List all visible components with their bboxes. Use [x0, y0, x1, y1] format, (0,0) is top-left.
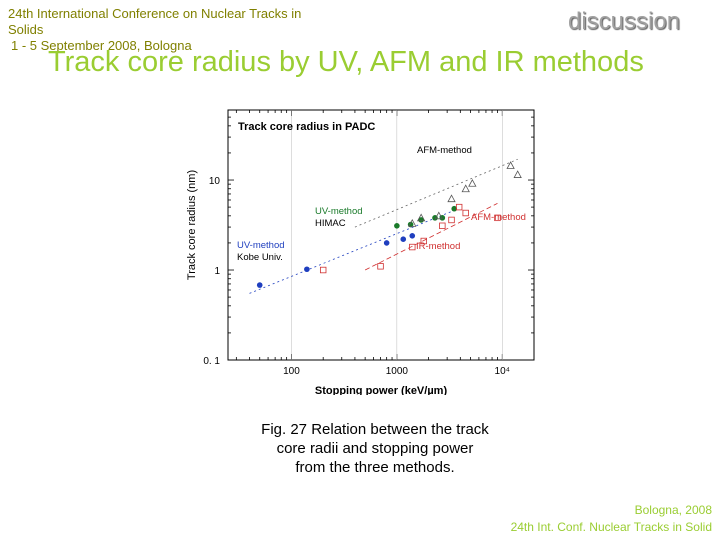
y-tick-label: 10	[209, 176, 221, 187]
track-core-radius-chart: 100 1000 10⁴ 0. 1 1 10 Stopping power (keV/µm)…	[186, 109, 535, 395]
data-point	[319, 266, 327, 274]
data-point	[256, 282, 263, 288]
y-axis-label: Track core radius (nm)	[186, 170, 198, 280]
footer-line-1: Bologna, 2008	[634, 503, 712, 517]
data-point	[447, 194, 456, 203]
data-point	[409, 232, 416, 239]
data-point	[455, 203, 463, 211]
data-point	[448, 216, 455, 224]
y-tick-label: 1	[214, 266, 220, 277]
slide-footer: Bologna, 2008 24th Int. Conf. Nuclear Tr…	[511, 502, 712, 536]
data-point	[408, 219, 417, 227]
section-label: discussion	[568, 8, 681, 35]
data-point	[377, 263, 384, 270]
data-point	[439, 222, 446, 229]
chart-annotation: Kobe Univ.	[237, 252, 283, 263]
data-point	[394, 222, 400, 229]
footer-line-2: 24th Int. Conf. Nuclear Tracks in Solid	[510, 520, 712, 534]
caption-line-1: Fig. 27 Relation between the track	[261, 421, 489, 438]
y-tick-label: 0. 1	[203, 356, 220, 367]
data-point	[416, 213, 426, 222]
data-point	[513, 170, 522, 178]
data-point	[383, 240, 390, 246]
afm-trend-line	[354, 158, 518, 228]
chart-title: Track core radius in PADC	[238, 121, 375, 133]
data-point	[409, 243, 416, 251]
uv-trend-line	[249, 210, 455, 294]
figure-caption: Fig. 27 Relation between the track core …	[248, 420, 502, 477]
plot-frame	[227, 109, 535, 361]
data-point	[400, 236, 407, 242]
x-tick-label: 10⁴	[495, 366, 510, 377]
data-point	[461, 184, 470, 193]
x-axis-label: Stopping power (keV/µm)	[315, 385, 448, 395]
data-point	[420, 237, 427, 245]
data-point	[304, 266, 310, 273]
ir-trend-line	[364, 203, 498, 271]
conference-line-3: 1 - 5 September 2008, Bologna	[11, 38, 192, 53]
caption-line-3: from the three methods.	[295, 459, 455, 476]
data-point	[434, 211, 443, 220]
data-point	[494, 214, 501, 222]
slide-title: Track core radius by UV, AFM and IR meth…	[48, 46, 644, 78]
x-tick-label: 1000	[386, 366, 409, 377]
chart-annotation: IR-method	[416, 241, 460, 252]
chart-annotation: HIMAC	[315, 218, 346, 229]
data-point	[468, 178, 477, 187]
chart-annotation: UV-method	[237, 240, 285, 251]
chart-annotation: AFM-method	[417, 145, 472, 156]
chart-annotation: AFM-method	[471, 212, 526, 223]
caption-line-2: core radii and stopping power	[276, 440, 474, 457]
x-tick-label: 100	[283, 366, 300, 377]
data-point	[462, 209, 469, 217]
conference-header: 24th International Conference on Nuclear…	[8, 6, 348, 54]
data-point	[451, 205, 458, 212]
data-point	[418, 217, 424, 223]
conference-line-2: Solids	[8, 22, 44, 37]
chart-annotation: UV-method	[315, 206, 363, 217]
conference-line-1: 24th International Conference on Nuclear…	[8, 6, 302, 21]
data-point	[506, 161, 515, 169]
